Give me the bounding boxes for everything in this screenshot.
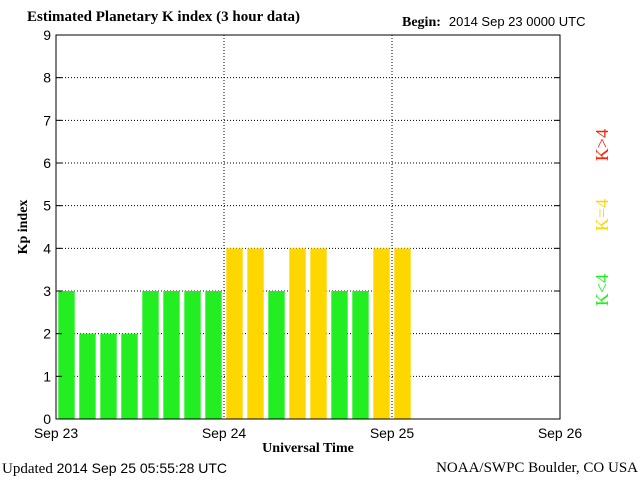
kp-bar [205,291,222,419]
grid-lines [56,35,560,419]
kp-bar [289,248,306,419]
plot-frame [55,34,561,420]
kp-bar [331,291,348,419]
y-tick-label: 0 [43,411,51,427]
kp-bar [352,291,369,419]
x-tick-label: Sep 23 [34,425,79,441]
y-tick-label: 4 [43,240,51,256]
chart-title: Estimated Planetary K index (3 hour data… [27,9,301,25]
y-tick-label: 7 [43,112,51,128]
kp-bar [121,333,138,419]
legend-above: K>4 [592,129,612,161]
kp-bar [142,291,159,419]
updated-label: Updated [2,461,53,477]
x-tick-label: Sep 24 [202,425,247,441]
y-tick-label: 6 [43,155,51,171]
x-tick-label: Sep 26 [538,425,583,441]
kp-bar [268,291,285,419]
y-tick-label: 3 [43,283,51,299]
kp-bar [373,248,390,419]
legend-equal: K=4 [592,199,612,231]
bars [58,248,411,419]
updated-info: Updated 2014 Sep 25 05:55:28 UTC [2,460,227,478]
kp-bar [310,248,327,419]
kp-bar [163,291,180,419]
y-tick-label: 5 [43,198,51,214]
kp-bar [79,333,96,419]
y-ticks: 0 1 2 3 4 5 6 7 8 9 [43,27,560,427]
begin-value: 2014 Sep 23 0000 UTC [448,14,586,29]
credit: NOAA/SWPC Boulder, CO USA [436,460,638,476]
y-tick-label: 1 [43,368,51,384]
x-tick-label: Sep 25 [370,425,415,441]
x-axis-label: Universal Time [262,441,354,456]
kp-bar [247,248,264,419]
kp-bar [394,248,411,419]
kp-bar [184,291,201,419]
y-tick-label: 9 [43,27,51,43]
kp-bar [226,248,243,419]
legend-below: K<4 [592,274,612,306]
y-tick-label: 2 [43,326,51,342]
begin-info: Begin: 2014 Sep 23 0000 UTC [402,14,586,31]
x-ticks: Sep 23 Sep 24 Sep 25 Sep 26 [34,425,583,441]
kp-bar [58,291,75,419]
y-axis-label: Kp index [16,200,31,255]
y-tick-label: 8 [43,70,51,86]
updated-value: 2014 Sep 25 05:55:28 UTC [56,460,228,476]
begin-label: Begin: [402,15,441,30]
kp-bar [100,333,117,419]
